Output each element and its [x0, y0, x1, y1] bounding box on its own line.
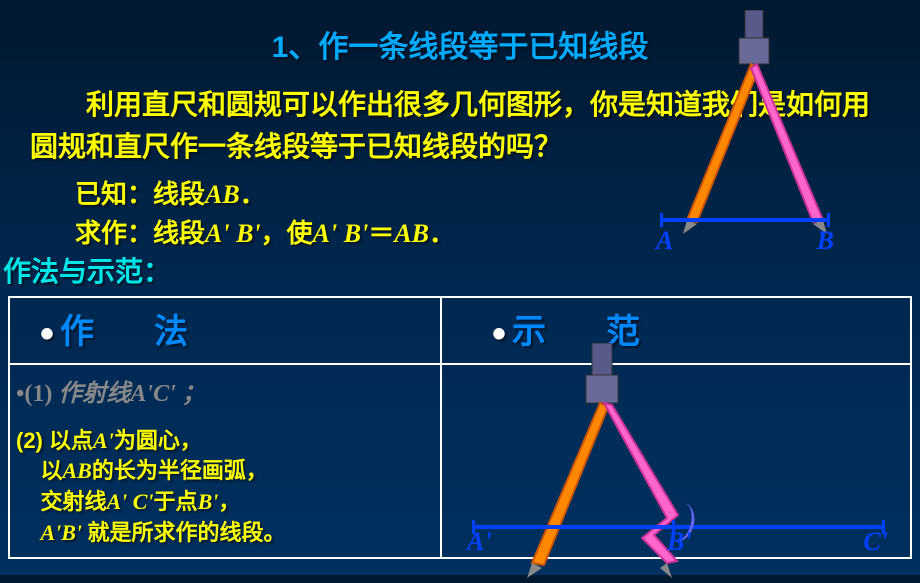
- step-2: (2) 以点A'为圆心， 以AB的长为半径画弧， 交射线A' C'于点B'， A…: [16, 426, 430, 549]
- th-method: •作法: [10, 298, 442, 363]
- step2-b: B': [198, 489, 219, 514]
- step-1: •(1) 作射线A'C' ；: [16, 373, 430, 408]
- bullet-icon: •: [40, 312, 54, 356]
- req-label: 求作：线段: [75, 218, 205, 248]
- req-seg1: A' B': [205, 219, 261, 248]
- req-seg3: AB: [394, 219, 429, 248]
- step2-t: 于点: [154, 489, 198, 514]
- step2-t: 为圆心，: [114, 428, 202, 453]
- given-period: ．: [240, 179, 266, 209]
- req-mid: ，使: [261, 218, 313, 248]
- step1-tail: ；: [176, 381, 206, 407]
- step2-t: 交射线: [40, 489, 106, 514]
- step2-ab: AB: [62, 458, 91, 483]
- step2-ab2: A'B': [40, 520, 87, 545]
- table-body-row: •(1) 作射线A'C' ； (2) 以点A'为圆心， 以AB的长为半径画弧， …: [10, 365, 910, 557]
- step2-ac: A' C': [106, 489, 153, 514]
- method-table: •作法 •示范 •(1) 作射线A'C' ； (2) 以点A'为圆心， 以AB的…: [8, 296, 912, 559]
- step2-t: 就是所求作的线段。: [88, 520, 286, 545]
- method-label: 作法与示范：: [0, 250, 920, 296]
- step1-num: (1): [24, 381, 58, 407]
- req-seg2: A' B': [313, 219, 369, 248]
- step1-seg: A'C': [130, 381, 175, 407]
- label-b: B: [817, 226, 834, 256]
- seg-tick: [827, 213, 830, 227]
- step2-num: (2): [16, 428, 49, 453]
- step2-t: 的长为半径画弧，: [92, 458, 268, 483]
- segment-ab: A B: [660, 218, 830, 222]
- label-c-prime: C': [863, 527, 888, 557]
- label-b-prime: B': [667, 527, 692, 557]
- step2-t: 以点: [49, 428, 93, 453]
- step2-a: A': [93, 428, 114, 453]
- seg-tick: [660, 213, 663, 227]
- demo-cell: A' B' C': [442, 365, 910, 557]
- th-left-text: 作法: [60, 313, 248, 351]
- label-a: A: [656, 226, 673, 256]
- step2-t: 以: [40, 458, 62, 483]
- seg-line: [660, 218, 830, 222]
- req-period: ．: [429, 218, 455, 248]
- step2-t: ，: [218, 489, 240, 514]
- steps-cell: •(1) 作射线A'C' ； (2) 以点A'为圆心， 以AB的长为半径画弧， …: [10, 365, 442, 557]
- compass-icon: [675, 10, 835, 240]
- given-seg: AB: [205, 180, 240, 209]
- step1-text: 作射线: [58, 381, 130, 407]
- table-header-row: •作法 •示范: [10, 298, 910, 365]
- given-label: 已知：线段: [75, 179, 205, 209]
- req-eq: ＝: [368, 218, 394, 248]
- label-a-prime: A': [467, 527, 492, 557]
